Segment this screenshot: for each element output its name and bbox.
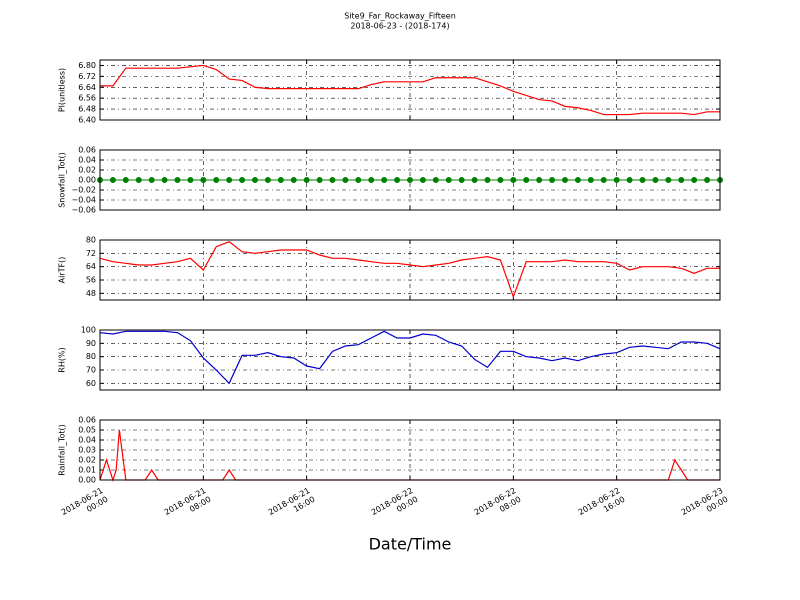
y-tick-label: −0.04 xyxy=(71,196,96,205)
marker xyxy=(316,177,323,183)
marker xyxy=(394,177,401,183)
y-tick-label: 90 xyxy=(86,339,96,348)
marker xyxy=(226,177,233,183)
plot-frame xyxy=(99,59,721,121)
marker xyxy=(329,177,336,183)
marker xyxy=(536,177,543,183)
y-tick-label: 0.02 xyxy=(78,456,96,465)
y-tick-label: 0.00 xyxy=(78,176,96,185)
marker xyxy=(264,177,271,183)
marker xyxy=(381,177,388,183)
marker xyxy=(239,177,246,183)
marker xyxy=(342,177,349,183)
marker xyxy=(174,177,181,183)
marker xyxy=(213,177,220,183)
marker xyxy=(148,177,155,183)
y-tick-label: 100 xyxy=(81,326,96,335)
y-tick-label: 0.06 xyxy=(78,416,96,425)
y-tick-label: 0.06 xyxy=(78,146,96,155)
y-tick-label: 0.01 xyxy=(78,466,96,475)
y-tick-label: −0.02 xyxy=(71,186,96,195)
marker xyxy=(445,177,452,183)
y-tick-label: 0.02 xyxy=(78,166,96,175)
series-line xyxy=(99,240,720,299)
marker xyxy=(419,177,426,183)
y-tick-label: 0.04 xyxy=(78,156,96,165)
marker xyxy=(432,177,439,183)
plot-frame xyxy=(99,149,721,211)
marker xyxy=(290,177,297,183)
y-tick-label: 6.48 xyxy=(78,105,96,114)
marker xyxy=(484,177,491,183)
marker xyxy=(277,177,284,183)
marker xyxy=(368,177,375,183)
y-axis-title: Snowfall_Tot() xyxy=(58,152,67,208)
marker xyxy=(665,177,672,183)
y-tick-label: 60 xyxy=(86,379,96,388)
marker xyxy=(691,177,698,183)
y-tick-label: 6.64 xyxy=(78,83,96,92)
marker xyxy=(109,177,116,183)
y-tick-label: 0.05 xyxy=(78,426,96,435)
marker xyxy=(523,177,530,183)
y-tick-label: 80 xyxy=(86,236,96,245)
marker xyxy=(135,177,142,183)
plot-frame xyxy=(99,419,721,481)
y-tick-label: 0.00 xyxy=(78,476,96,485)
marker xyxy=(613,177,620,183)
y-tick-label: 70 xyxy=(86,366,96,375)
y-axis-title: RH(%) xyxy=(58,347,67,372)
y-tick-label: 48 xyxy=(86,289,96,298)
y-tick-label: 56 xyxy=(86,276,96,285)
y-tick-label: 0.03 xyxy=(78,446,96,455)
marker xyxy=(497,177,504,183)
plot-frame xyxy=(99,239,721,301)
marker xyxy=(549,177,556,183)
y-axis-title: Rainfall_Tot() xyxy=(58,424,67,476)
y-tick-label: 64 xyxy=(86,262,96,271)
y-tick-label: 80 xyxy=(86,352,96,361)
marker xyxy=(355,177,362,183)
y-tick-label: 6.56 xyxy=(78,94,96,103)
x-axis-title: Date/Time xyxy=(369,535,452,554)
marker xyxy=(639,177,646,183)
marker xyxy=(122,177,129,183)
y-axis-title: AirTF() xyxy=(58,257,67,284)
marker xyxy=(161,177,168,183)
series-line xyxy=(100,64,720,116)
marker xyxy=(407,177,413,183)
marker xyxy=(587,177,594,183)
y-tick-label: 0.04 xyxy=(78,436,96,445)
marker xyxy=(678,177,685,183)
marker xyxy=(626,177,633,183)
marker xyxy=(510,177,517,183)
marker xyxy=(562,177,568,183)
marker xyxy=(600,177,607,183)
y-tick-label: 72 xyxy=(86,249,96,258)
marker xyxy=(704,177,711,183)
marker xyxy=(458,177,465,183)
y-tick-label: 6.72 xyxy=(78,72,96,81)
series-line xyxy=(99,330,721,385)
marker xyxy=(471,177,478,183)
marker xyxy=(187,177,194,183)
marker xyxy=(252,177,258,183)
marker xyxy=(200,177,207,183)
y-tick-label: 6.40 xyxy=(78,116,96,125)
marker xyxy=(303,177,310,183)
marker xyxy=(652,177,659,183)
plot-frame xyxy=(99,329,721,391)
chart-title: Site9_Far_Rockaway_Fifteen xyxy=(344,12,456,21)
chart-subtitle: 2018-06-23 - (2018-174) xyxy=(350,22,449,31)
y-tick-label: −0.06 xyxy=(71,206,96,215)
y-tick-label: 6.80 xyxy=(78,61,96,70)
marker xyxy=(574,177,581,183)
y-axis-title: Pl(unitless) xyxy=(58,68,67,112)
